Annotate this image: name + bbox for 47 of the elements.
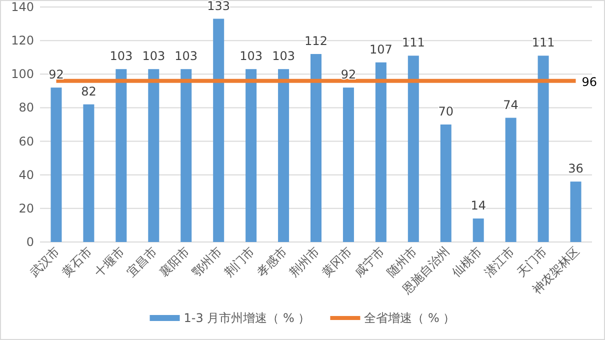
data-label: 96 bbox=[582, 74, 598, 89]
data-label: 103 bbox=[272, 49, 295, 64]
legend-label: 1-3 月市州增速（ % ） bbox=[184, 311, 310, 325]
bar bbox=[50, 88, 62, 242]
bar bbox=[83, 104, 94, 242]
bar bbox=[116, 69, 127, 242]
y-tick-label: 80 bbox=[18, 100, 34, 115]
data-label: 111 bbox=[402, 36, 425, 50]
data-label: 103 bbox=[110, 49, 133, 64]
bar bbox=[440, 124, 452, 242]
y-tick-label: 60 bbox=[18, 134, 34, 148]
data-label: 74 bbox=[503, 98, 518, 112]
bar bbox=[472, 218, 484, 242]
bar bbox=[375, 62, 386, 242]
bar bbox=[278, 69, 290, 242]
y-tick-label: 40 bbox=[18, 168, 34, 182]
data-label: 92 bbox=[48, 68, 64, 82]
data-label: 14 bbox=[470, 198, 486, 212]
bar bbox=[342, 88, 354, 242]
data-label: 70 bbox=[438, 104, 454, 118]
bar bbox=[246, 69, 257, 242]
bar bbox=[570, 182, 582, 242]
bar bbox=[180, 69, 192, 242]
y-tick-label: 120 bbox=[11, 34, 34, 48]
y-tick-label: 100 bbox=[11, 67, 34, 82]
x-tick-label: 潜江市 bbox=[482, 244, 517, 280]
data-label: 103 bbox=[174, 49, 198, 64]
x-tick-label: 仙桃市 bbox=[449, 244, 484, 280]
data-label: 103 bbox=[240, 49, 263, 64]
data-label: 92 bbox=[340, 68, 356, 82]
data-label: 36 bbox=[568, 162, 584, 176]
y-tick-label: 20 bbox=[18, 201, 34, 216]
data-label: 103 bbox=[142, 49, 166, 64]
data-label: 133 bbox=[207, 0, 230, 13]
bar bbox=[213, 18, 224, 242]
y-tick-label: 0 bbox=[26, 235, 34, 249]
data-label: 82 bbox=[81, 84, 96, 98]
data-label: 112 bbox=[304, 34, 328, 48]
bar bbox=[538, 56, 549, 242]
bar bbox=[505, 118, 516, 242]
bar bbox=[408, 56, 419, 242]
y-tick-label: 140 bbox=[11, 0, 34, 14]
legend-label: 全省增速（ % ） bbox=[364, 311, 456, 325]
bar bbox=[148, 69, 160, 242]
data-label: 111 bbox=[532, 36, 555, 50]
data-label: 107 bbox=[369, 42, 392, 56]
bar bbox=[310, 54, 322, 242]
